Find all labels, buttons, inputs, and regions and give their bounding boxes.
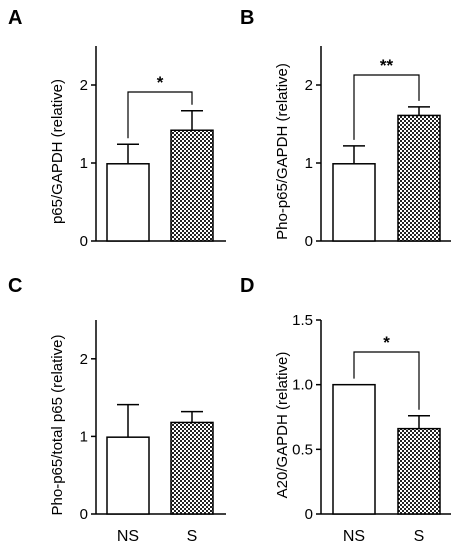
y-tick-label: 0	[80, 506, 88, 523]
category-label: NS	[117, 528, 139, 545]
bar-ns	[106, 163, 150, 242]
significance-bracket	[127, 91, 193, 139]
category-label: S	[414, 528, 425, 545]
panel-letter: D	[240, 275, 254, 297]
y-tick-label: 1.0	[292, 377, 313, 394]
y-tick-label: 1	[80, 428, 88, 445]
panel-letter: B	[240, 7, 254, 29]
y-axis-label: p65/GAPDH (relative)	[49, 79, 66, 224]
y-tick-label: 1	[80, 155, 88, 172]
y-tick-label: 2	[80, 77, 88, 94]
y-tick-label: 2	[305, 77, 313, 94]
bar-ns	[332, 383, 376, 515]
y-tick-label: 0.5	[292, 441, 313, 458]
significance-label: *	[383, 333, 390, 352]
chart-panel-b: B Pho-p65/GAPDH (relative) 0 1 2 **	[240, 7, 451, 250]
panel-letter: C	[8, 275, 22, 297]
y-tick-label: 0	[80, 233, 88, 250]
y-tick-label: 1.5	[292, 312, 313, 329]
y-tick-label: 1	[305, 155, 313, 172]
y-axis-label: Pho-p65/total p65 (relative)	[49, 335, 66, 516]
bar-s	[170, 129, 214, 242]
significance-bracket	[353, 74, 420, 140]
y-tick-label: 2	[80, 351, 88, 368]
y-axis-label: A20/GAPDH (relative)	[274, 352, 291, 499]
significance-bracket	[353, 351, 420, 410]
y-tick-label: 0	[305, 233, 313, 250]
bar-s	[397, 427, 441, 515]
chart-panel-d: D A20/GAPDH (relative) 0 0.5 1.0 1.5 NS S *	[240, 275, 451, 545]
chart-panel-c: C Pho-p65/total p65 (relative) 0 1 2 NS S	[8, 275, 226, 545]
significance-label: **	[380, 56, 394, 75]
y-axis-label: Pho-p65/GAPDH (relative)	[274, 63, 291, 240]
bar-ns	[332, 163, 376, 242]
category-label: S	[187, 528, 198, 545]
y-tick-label: 0	[305, 506, 313, 523]
category-label: NS	[343, 528, 365, 545]
bar-ns	[106, 436, 150, 515]
panel-letter: A	[8, 7, 22, 29]
significance-label: *	[157, 73, 164, 92]
bar-s	[397, 114, 441, 242]
bar-s	[170, 421, 214, 515]
